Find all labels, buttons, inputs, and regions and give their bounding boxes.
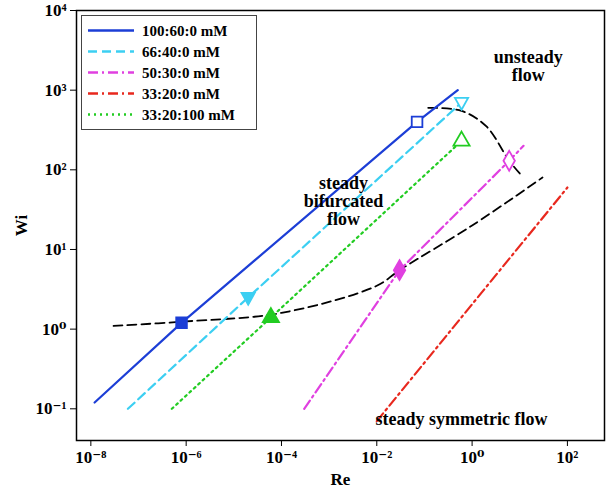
svg-text:10⁻¹: 10⁻¹ bbox=[35, 399, 66, 418]
svg-text:10⁰: 10⁰ bbox=[42, 320, 66, 339]
svg-text:10²: 10² bbox=[44, 160, 66, 179]
svg-text:10¹: 10¹ bbox=[44, 240, 66, 259]
svg-text:100:60:0 mM: 100:60:0 mM bbox=[142, 23, 227, 39]
svg-text:10⁴: 10⁴ bbox=[44, 1, 66, 20]
svg-text:33:20:100 mM: 33:20:100 mM bbox=[142, 107, 235, 123]
svg-text:10³: 10³ bbox=[44, 81, 66, 100]
svg-text:Wi: Wi bbox=[12, 215, 31, 237]
svg-text:steady symmetric flow: steady symmetric flow bbox=[376, 409, 548, 429]
svg-text:33:20:0 mM: 33:20:0 mM bbox=[142, 86, 220, 102]
svg-text:unsteadyflow: unsteadyflow bbox=[494, 47, 563, 85]
svg-text:10⁻⁸: 10⁻⁸ bbox=[75, 448, 106, 467]
svg-text:Re: Re bbox=[331, 470, 351, 489]
svg-text:10⁻²: 10⁻² bbox=[361, 448, 392, 467]
svg-text:10⁻⁴: 10⁻⁴ bbox=[266, 448, 297, 467]
svg-text:10⁻⁶: 10⁻⁶ bbox=[171, 448, 202, 467]
svg-text:66:40:0 mM: 66:40:0 mM bbox=[142, 44, 220, 60]
svg-text:10⁰: 10⁰ bbox=[460, 448, 484, 467]
svg-text:steadybifurcatedflow: steadybifurcatedflow bbox=[304, 173, 384, 229]
svg-text:50:30:0 mM: 50:30:0 mM bbox=[142, 65, 220, 81]
svg-text:10²: 10² bbox=[556, 448, 578, 467]
